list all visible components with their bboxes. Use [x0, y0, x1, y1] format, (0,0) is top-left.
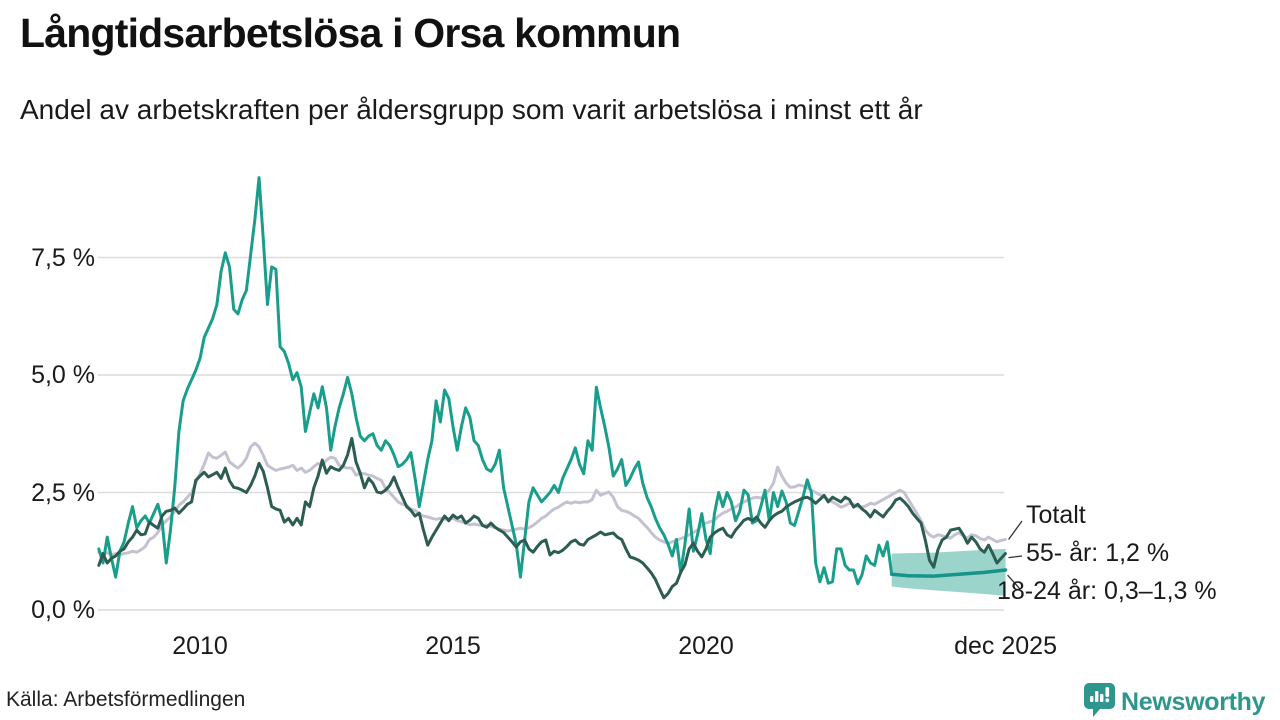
series-label-totalt: Totalt	[1026, 501, 1086, 529]
newsworthy-icon	[1084, 683, 1115, 720]
series-line-Totalt	[97, 441, 1007, 557]
x-tick-1: 2015	[425, 632, 481, 660]
y-tick-2: 2,5 %	[31, 478, 95, 507]
x-tick-2: 2020	[678, 632, 734, 660]
connector-55	[1008, 555, 1023, 559]
y-tick-1: 5,0 %	[31, 361, 95, 389]
connector-18-24	[1007, 574, 1021, 590]
series-line-55-år	[97, 436, 1007, 600]
x-tick-0: 2010	[172, 632, 228, 660]
source-credit: Källa: Arbetsförmedlingen	[6, 688, 246, 711]
series-line-18-24år	[97, 176, 894, 586]
brand-logo: Newsworthy	[1084, 683, 1266, 720]
forecast-mid-line	[889, 568, 1008, 578]
connector-totalt	[1008, 520, 1023, 540]
series-label-18-24: 18-24 år: 0,3–1,3 %	[997, 577, 1217, 605]
x-tick-3: dec 2025	[954, 632, 1057, 660]
page-title: Långtidsarbetslösa i Orsa kommun	[20, 10, 681, 56]
y-tick-0: 7,5 %	[31, 243, 95, 272]
forecast-band	[891, 548, 1006, 596]
y-tick-3: 0,0 %	[31, 596, 95, 624]
series-label-55: 55- år: 1,2 %	[1026, 539, 1170, 567]
page-subtitle: Andel av arbetskraften per åldersgrupp s…	[20, 94, 923, 125]
brand-name: Newsworthy	[1121, 688, 1266, 716]
